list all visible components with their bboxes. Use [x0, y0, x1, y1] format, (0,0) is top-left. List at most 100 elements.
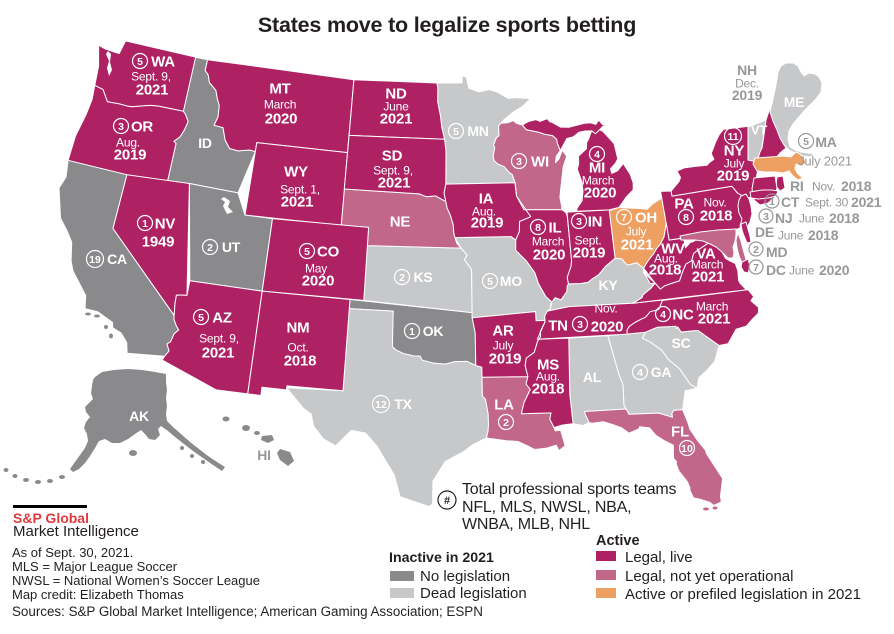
svg-text:MN: MN	[467, 123, 488, 139]
svg-text:2021: 2021	[202, 344, 235, 361]
svg-text:MI: MI	[589, 159, 605, 176]
svg-text:2020: 2020	[591, 318, 624, 335]
svg-text:3: 3	[577, 319, 583, 331]
svg-text:7: 7	[621, 212, 627, 224]
svg-text:2021: 2021	[621, 236, 654, 253]
svg-text:Sept. 30: Sept. 30	[805, 195, 849, 209]
svg-text:1: 1	[142, 218, 148, 230]
svg-text:11: 11	[727, 131, 738, 143]
svg-text:5: 5	[803, 136, 809, 148]
svg-text:June: June	[778, 228, 804, 242]
svg-text:WA: WA	[151, 53, 175, 70]
svg-text:2: 2	[399, 272, 405, 284]
svg-text:MT: MT	[269, 80, 290, 97]
svg-text:5: 5	[453, 126, 459, 138]
svg-text:Nov.: Nov.	[595, 301, 618, 315]
svg-text:2019: 2019	[489, 350, 522, 367]
svg-text:1: 1	[769, 196, 775, 208]
svg-text:Aug.: Aug.	[472, 204, 496, 218]
svg-text:TN: TN	[548, 317, 568, 334]
svg-text:2021: 2021	[136, 81, 169, 98]
svg-text:2019: 2019	[717, 167, 750, 184]
svg-text:2: 2	[207, 242, 213, 254]
svg-text:1: 1	[409, 326, 415, 338]
svg-text:CT: CT	[781, 194, 800, 210]
svg-text:Nov.: Nov.	[812, 179, 835, 193]
svg-text:2018: 2018	[829, 210, 860, 226]
svg-text:2021: 2021	[698, 310, 731, 327]
svg-text:NC: NC	[672, 306, 694, 323]
svg-text:2018: 2018	[284, 352, 317, 369]
svg-text:2020: 2020	[533, 246, 566, 263]
svg-text:DE: DE	[755, 224, 774, 240]
svg-text:4: 4	[594, 149, 600, 161]
svg-text:NM: NM	[287, 319, 310, 336]
svg-text:Total professional sports team: Total professional sports teams	[462, 481, 677, 498]
svg-text:2019: 2019	[732, 87, 763, 103]
svg-text:19: 19	[89, 254, 101, 266]
svg-text:3: 3	[118, 121, 124, 133]
svg-text:VT: VT	[751, 123, 767, 138]
svg-text:SC: SC	[671, 335, 690, 351]
svg-text:March: March	[532, 234, 564, 248]
svg-text:AR: AR	[492, 322, 514, 339]
svg-text:OK: OK	[423, 323, 444, 339]
svg-text:7: 7	[753, 262, 759, 274]
svg-text:July: July	[493, 338, 514, 352]
svg-text:WY: WY	[284, 163, 308, 180]
svg-text:#: #	[444, 495, 450, 507]
svg-text:2: 2	[503, 417, 509, 429]
svg-text:AK: AK	[129, 408, 149, 424]
svg-text:AL: AL	[583, 369, 602, 385]
svg-text:2019: 2019	[573, 244, 606, 261]
svg-text:10: 10	[681, 443, 693, 455]
svg-text:12: 12	[375, 399, 387, 411]
svg-text:2021: 2021	[851, 194, 882, 210]
svg-text:NE: NE	[390, 213, 411, 230]
svg-text:WI: WI	[531, 153, 549, 170]
svg-text:Sept. 1,: Sept. 1,	[280, 182, 320, 196]
svg-text:July: July	[626, 224, 647, 238]
svg-text:June: June	[383, 99, 409, 113]
svg-text:Sept. 9,: Sept. 9,	[199, 331, 239, 345]
svg-text:Nov.: Nov.	[704, 195, 727, 209]
svg-text:July: July	[724, 156, 745, 170]
svg-text:KS: KS	[413, 269, 432, 285]
svg-text:5: 5	[487, 276, 493, 288]
svg-text:2018: 2018	[841, 178, 872, 194]
svg-text:4: 4	[637, 367, 643, 379]
svg-text:Aug.: Aug.	[654, 251, 678, 265]
svg-text:WNBA, MLB, NHL: WNBA, MLB, NHL	[462, 516, 590, 533]
svg-text:June: June	[799, 211, 825, 225]
svg-text:RI: RI	[790, 178, 804, 194]
svg-text:2018: 2018	[649, 261, 682, 278]
svg-text:2018: 2018	[808, 227, 839, 243]
svg-text:FL: FL	[671, 423, 689, 440]
svg-text:2: 2	[753, 244, 759, 256]
svg-text:IA: IA	[479, 190, 494, 207]
svg-text:2019: 2019	[471, 214, 504, 231]
svg-text:SD: SD	[382, 147, 403, 164]
svg-text:8: 8	[535, 222, 541, 234]
svg-text:NV: NV	[155, 215, 176, 232]
svg-text:3: 3	[763, 211, 769, 223]
svg-text:2020: 2020	[584, 184, 617, 201]
svg-text:GA: GA	[651, 364, 672, 380]
svg-text:Dec.: Dec.	[735, 76, 759, 90]
svg-text:2020: 2020	[819, 262, 850, 278]
svg-text:NY: NY	[724, 142, 745, 159]
svg-text:PA: PA	[674, 195, 694, 212]
svg-text:AZ: AZ	[212, 309, 232, 326]
svg-text:2019: 2019	[114, 146, 147, 163]
svg-text:Oct.: Oct.	[287, 340, 308, 354]
svg-text:OH: OH	[635, 209, 657, 226]
svg-text:MA: MA	[815, 134, 836, 150]
svg-text:5: 5	[304, 246, 310, 258]
svg-text:OR: OR	[131, 118, 153, 135]
svg-text:2020: 2020	[265, 110, 298, 127]
svg-text:CA: CA	[107, 251, 127, 267]
svg-text:MS: MS	[537, 356, 559, 373]
svg-text:IN: IN	[588, 213, 603, 230]
svg-text:2020: 2020	[302, 272, 335, 289]
svg-text:Aug.: Aug.	[116, 135, 140, 149]
